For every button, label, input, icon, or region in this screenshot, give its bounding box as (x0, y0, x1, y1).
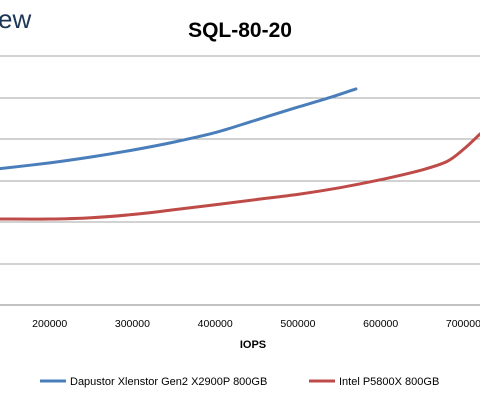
series-line-1 (0, 87, 358, 171)
legend-entry-series-1: Dapustor Xlenstor Gen2 X2900P 800GB (40, 376, 267, 388)
x-tick-label: 300000 (115, 318, 150, 330)
x-tick-label: 500000 (280, 318, 315, 330)
brand-logo-text: ew (0, 4, 31, 34)
series-layer (0, 87, 480, 221)
gridlines (0, 55, 480, 265)
x-tick-label: 400000 (198, 318, 233, 330)
x-tick-label: 700000 (446, 318, 480, 330)
legend-label-series-1: Dapustor Xlenstor Gen2 X2900P 800GB (70, 376, 267, 388)
x-axis-title: IOPS (240, 339, 266, 351)
chart-title: SQL-80-20 (188, 19, 292, 42)
x-tick-label: 600000 (363, 318, 398, 330)
legend-label-series-2: Intel P5800X 800GB (339, 376, 439, 388)
x-tick-label: 200000 (32, 318, 67, 330)
legend: Dapustor Xlenstor Gen2 X2900P 800GB Inte… (40, 376, 439, 388)
x-axis-ticks: 200000 300000 400000 500000 600000 700000 (32, 318, 480, 330)
legend-entry-series-2: Intel P5800X 800GB (309, 376, 439, 388)
series-line-2 (0, 132, 480, 221)
